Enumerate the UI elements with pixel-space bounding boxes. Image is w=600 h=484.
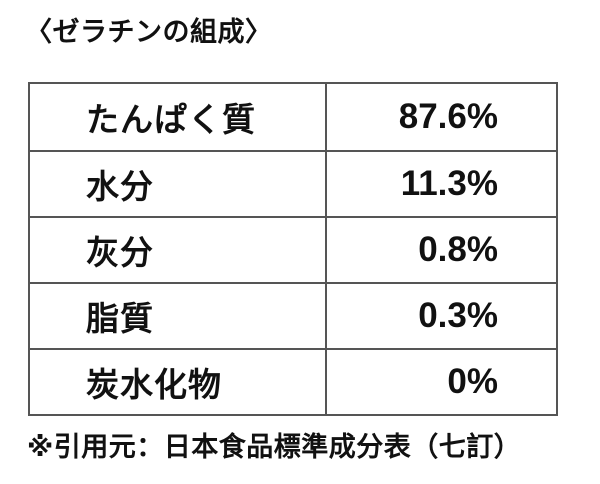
component-value: 0.8% [325, 216, 556, 282]
component-value: 0% [325, 348, 556, 414]
component-label: 炭水化物 [30, 348, 325, 414]
component-value: 0.3% [325, 282, 556, 348]
source-note: ※引用元：日本食品標準成分表（七訂） [27, 432, 522, 462]
component-label: 脂質 [30, 282, 325, 348]
component-label: 灰分 [30, 216, 325, 282]
composition-table: たんぱく質 87.6% 水分 11.3% 灰分 0.8% 脂質 0.3% 炭水化物 0% [28, 82, 558, 416]
page-title: 〈ゼラチンの組成〉 [25, 17, 273, 47]
component-label: 水分 [30, 150, 325, 216]
component-value: 87.6% [325, 84, 556, 150]
component-label: たんぱく質 [30, 84, 325, 150]
component-value: 11.3% [325, 150, 556, 216]
